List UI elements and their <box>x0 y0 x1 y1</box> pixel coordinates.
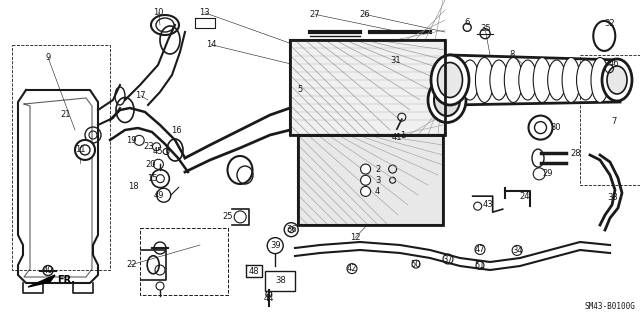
Text: 39: 39 <box>270 241 280 250</box>
Ellipse shape <box>431 55 469 105</box>
Text: 46: 46 <box>609 59 620 68</box>
Text: 26: 26 <box>360 10 370 19</box>
Bar <box>266 271 295 291</box>
Text: 16: 16 <box>171 126 181 135</box>
Ellipse shape <box>434 84 460 116</box>
Text: 36: 36 <box>286 225 296 234</box>
Ellipse shape <box>533 57 551 102</box>
Text: 2: 2 <box>375 165 380 174</box>
Text: 41: 41 <box>392 133 402 142</box>
Text: 33: 33 <box>608 193 618 202</box>
Text: 25: 25 <box>222 212 232 221</box>
Text: 3: 3 <box>375 176 380 185</box>
Text: SM43-B0100G: SM43-B0100G <box>584 302 635 311</box>
Text: 17: 17 <box>136 91 146 100</box>
Text: 23: 23 <box>143 142 154 151</box>
Polygon shape <box>28 275 55 287</box>
Ellipse shape <box>607 66 627 94</box>
Text: 45: 45 <box>153 147 163 156</box>
Text: 14: 14 <box>206 40 216 49</box>
Circle shape <box>268 238 283 254</box>
Ellipse shape <box>461 60 479 100</box>
Text: 22: 22 <box>126 260 136 269</box>
Ellipse shape <box>548 60 566 100</box>
Bar <box>298 135 443 225</box>
Text: 43: 43 <box>483 200 493 209</box>
Text: 51: 51 <box>475 261 485 270</box>
Text: 20: 20 <box>145 160 156 169</box>
Ellipse shape <box>504 57 522 102</box>
Text: 24: 24 <box>520 192 530 201</box>
Bar <box>290 40 445 135</box>
Ellipse shape <box>490 60 508 100</box>
Ellipse shape <box>602 59 632 101</box>
Text: 19: 19 <box>126 136 136 145</box>
Text: 15: 15 <box>147 174 157 183</box>
Text: 28: 28 <box>571 149 581 158</box>
Ellipse shape <box>476 57 493 102</box>
Text: 9: 9 <box>45 53 51 62</box>
Text: 40: 40 <box>43 266 53 275</box>
Text: 29: 29 <box>542 169 552 178</box>
Circle shape <box>75 140 95 160</box>
Text: 47: 47 <box>475 245 485 254</box>
Text: 35: 35 <box>480 24 490 33</box>
Text: 6: 6 <box>465 18 470 27</box>
Circle shape <box>284 223 298 237</box>
Ellipse shape <box>577 60 595 100</box>
Text: 38: 38 <box>275 276 285 285</box>
Text: 21: 21 <box>61 110 71 119</box>
Ellipse shape <box>428 78 466 122</box>
Text: 30: 30 <box>550 123 561 132</box>
Text: 18: 18 <box>128 182 138 191</box>
Text: 5: 5 <box>297 85 302 94</box>
Circle shape <box>529 115 552 140</box>
Text: 34: 34 <box>512 246 522 255</box>
Text: 8: 8 <box>509 50 515 59</box>
Text: 27: 27 <box>310 10 320 19</box>
Text: 10: 10 <box>154 8 164 17</box>
Ellipse shape <box>591 57 609 102</box>
Text: 13: 13 <box>200 8 210 17</box>
Circle shape <box>360 164 371 174</box>
Circle shape <box>360 186 371 197</box>
Text: 48: 48 <box>249 267 259 276</box>
Text: FR.: FR. <box>57 275 75 285</box>
Text: 44: 44 <box>264 294 274 303</box>
Circle shape <box>347 263 357 274</box>
Text: 32: 32 <box>604 19 614 28</box>
Ellipse shape <box>562 57 580 102</box>
Ellipse shape <box>227 156 253 184</box>
Text: 12: 12 <box>350 233 360 242</box>
Text: 31: 31 <box>390 56 401 65</box>
Bar <box>298 135 443 225</box>
Text: 7: 7 <box>612 117 617 126</box>
Text: 11: 11 <box>75 145 85 154</box>
Text: 37: 37 <box>443 255 453 263</box>
Text: 49: 49 <box>154 191 164 200</box>
Text: 42: 42 <box>347 264 357 273</box>
Text: 50: 50 <box>411 260 421 269</box>
Circle shape <box>360 175 371 185</box>
Text: 1: 1 <box>401 131 406 140</box>
Ellipse shape <box>519 60 537 100</box>
Ellipse shape <box>438 63 463 98</box>
Text: 4: 4 <box>375 187 380 196</box>
Bar <box>290 40 445 135</box>
